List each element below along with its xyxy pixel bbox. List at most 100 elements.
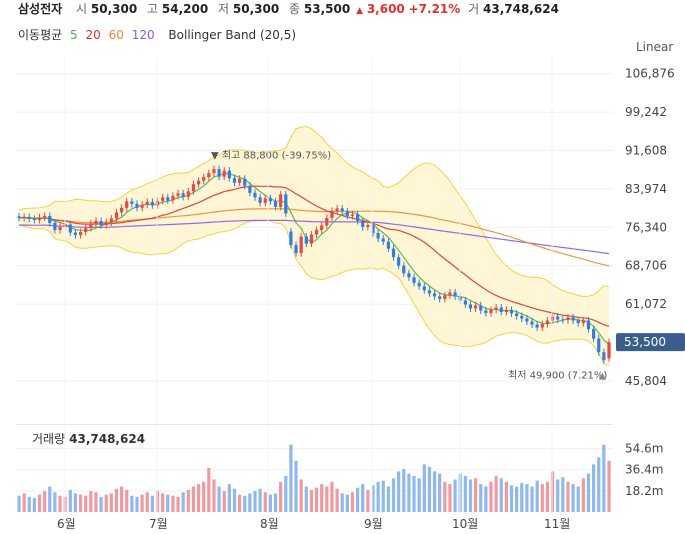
candle-body: [397, 257, 401, 266]
scale-toggle-label: Linear: [636, 40, 674, 54]
candle-body: [161, 197, 165, 201]
candle-body: [202, 177, 206, 181]
volume-bar: [391, 478, 396, 512]
candle-body: [176, 193, 180, 196]
volume-bar: [556, 479, 560, 512]
candle-body: [207, 173, 211, 178]
candle-body: [576, 320, 580, 324]
y-tick-label: 45,804: [625, 374, 667, 388]
candle-body: [125, 201, 129, 208]
low-value: 50,300: [232, 2, 280, 16]
candle-body: [520, 316, 524, 319]
volume-bar: [89, 491, 93, 512]
candle-body: [463, 300, 467, 305]
candle-body: [304, 236, 308, 244]
candle-body: [73, 232, 78, 236]
candle-body: [545, 320, 550, 325]
volume-bar: [232, 488, 237, 512]
candle-body: [120, 207, 124, 213]
volume-bar: [181, 492, 185, 512]
volume-bar: [571, 484, 575, 512]
candle-body: [258, 197, 262, 203]
y-tick-label: 83,974: [625, 182, 667, 196]
volume-bar: [448, 484, 452, 512]
candle-body: [443, 295, 447, 299]
candle-body: [130, 201, 134, 204]
volume-bar: [135, 496, 139, 512]
volume-bar: [417, 478, 421, 512]
candle-body: [253, 192, 257, 198]
volume-bar: [222, 491, 226, 512]
candle-body: [550, 316, 555, 321]
candle-body: [566, 317, 570, 321]
candle-body: [592, 329, 596, 339]
volume-bar: [499, 478, 503, 512]
volume-bar: [114, 488, 119, 512]
volume-bar: [592, 464, 596, 512]
volume-bar: [171, 495, 175, 512]
candle-body: [371, 224, 375, 234]
volume-bar: [397, 471, 401, 512]
volume-bar: [314, 487, 319, 512]
volume-bar: [243, 495, 247, 512]
volume-panel-title: 거래량 43,748,624: [32, 430, 145, 447]
ma-5: 5: [70, 28, 78, 42]
volume-bar: [207, 467, 211, 512]
candle-body: [17, 216, 21, 218]
volume-bar: [202, 481, 206, 512]
volume-bar: [468, 479, 473, 512]
candle-body: [412, 277, 416, 283]
candle-body: [196, 180, 201, 185]
volume-bar: [530, 486, 534, 512]
x-tick-label: 11월: [544, 517, 570, 531]
volume-bar: [427, 466, 432, 512]
candle-body: [171, 195, 175, 201]
ma-label: 이동평균: [18, 28, 63, 42]
candle-body: [150, 201, 154, 206]
candle-body: [135, 203, 139, 208]
volume-bar: [320, 484, 324, 512]
candle-body: [561, 319, 565, 321]
candle-body: [212, 169, 216, 174]
ma-120: 120: [131, 28, 155, 42]
candle-body: [68, 224, 72, 233]
volume-bar: [602, 444, 606, 512]
indicator-legend[interactable]: 이동평균 5 20 60 120 Bollinger Band (20,5): [18, 26, 300, 44]
candle-body: [58, 226, 62, 231]
candle-body: [350, 214, 355, 216]
y-tick-label: 76,340: [625, 220, 667, 234]
candle-body: [309, 234, 314, 244]
ma-60-line: [18, 208, 610, 267]
candle-body: [484, 310, 488, 313]
scale-toggle[interactable]: Linear: [636, 40, 673, 54]
volume-bar: [371, 485, 375, 512]
candle-body: [232, 178, 237, 183]
volume-panel: [16, 424, 613, 517]
volume-bar: [566, 481, 570, 512]
volume-bar: [294, 460, 298, 512]
candle-body: [191, 184, 196, 192]
volume-bar: [340, 493, 344, 512]
volume-bar: [509, 485, 514, 512]
volume-bar: [166, 494, 170, 512]
change-percent: +7.21%: [408, 2, 461, 16]
volume-bar: [73, 493, 78, 512]
candle-body: [145, 201, 149, 205]
stock-header: 삼성전자 시 50,300 고 54,200 저 50,300 종 53,500…: [18, 0, 561, 18]
candle-body: [602, 352, 606, 361]
ma-20-line: [18, 185, 610, 327]
volume-bar: [130, 495, 134, 512]
bollinger-upper-line: [18, 125, 610, 298]
candle-body: [166, 197, 170, 201]
candle-body: [391, 248, 396, 258]
candle-body: [248, 185, 252, 193]
volume-bar: [325, 486, 329, 512]
candle-body: [438, 296, 442, 299]
volume-bar: [238, 494, 242, 512]
last-price-tag: [616, 333, 685, 352]
candle-body: [540, 324, 544, 328]
candle-body: [217, 169, 221, 177]
volume-tick-label: 36.4m: [625, 463, 663, 477]
candle-body: [427, 290, 432, 294]
